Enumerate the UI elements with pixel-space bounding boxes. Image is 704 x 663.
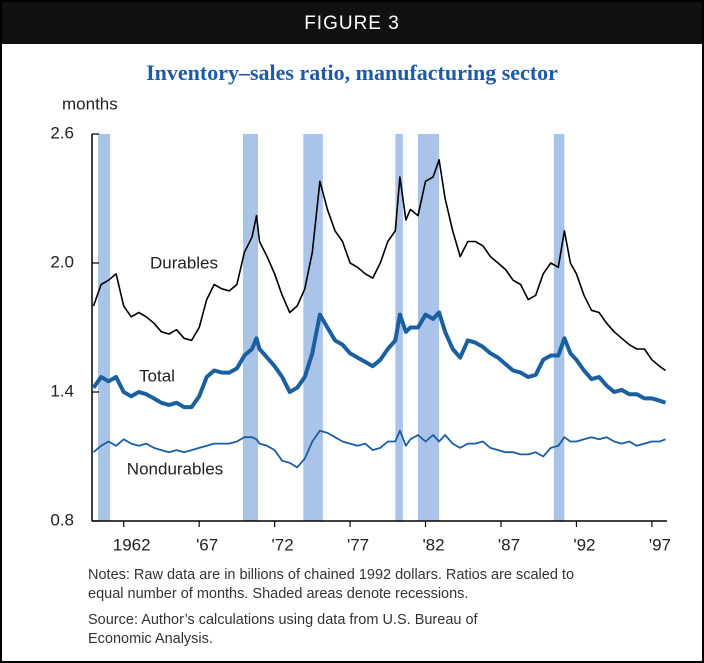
chart-title: Inventory–sales ratio, manufacturing sec… — [146, 60, 558, 85]
recession-band — [303, 134, 323, 521]
x-tick-label: '72 — [272, 535, 294, 554]
x-tick-label: 1962 — [113, 535, 151, 554]
x-tick-label: '87 — [498, 535, 520, 554]
x-tick-label: '67 — [196, 535, 218, 554]
x-tick-label: '97 — [649, 535, 671, 554]
series-line — [92, 159, 666, 372]
series-label: Durables — [150, 253, 218, 272]
y-tick-label: 1.4 — [50, 381, 74, 400]
series-line — [91, 310, 667, 410]
recession-band — [98, 134, 111, 521]
series-line — [92, 429, 666, 469]
figure-label: FIGURE 3 — [2, 2, 702, 44]
recession-band — [417, 134, 440, 521]
recession-band — [242, 134, 259, 521]
recession-band — [553, 134, 565, 521]
source: Source: Author’s calculations using data… — [88, 612, 478, 647]
x-tick-label: '82 — [422, 535, 444, 554]
series-label: Total — [139, 366, 175, 385]
notes: Notes: Raw data are in billions of chain… — [88, 567, 575, 602]
y-tick-label: 2.6 — [50, 123, 74, 142]
x-tick-label: '77 — [347, 535, 369, 554]
series-label: Nondurables — [127, 459, 223, 478]
y-axis-label: months — [62, 94, 118, 113]
y-tick-label: 2.0 — [50, 252, 74, 271]
x-tick-label: '92 — [573, 535, 595, 554]
y-tick-label: 0.8 — [50, 510, 74, 529]
